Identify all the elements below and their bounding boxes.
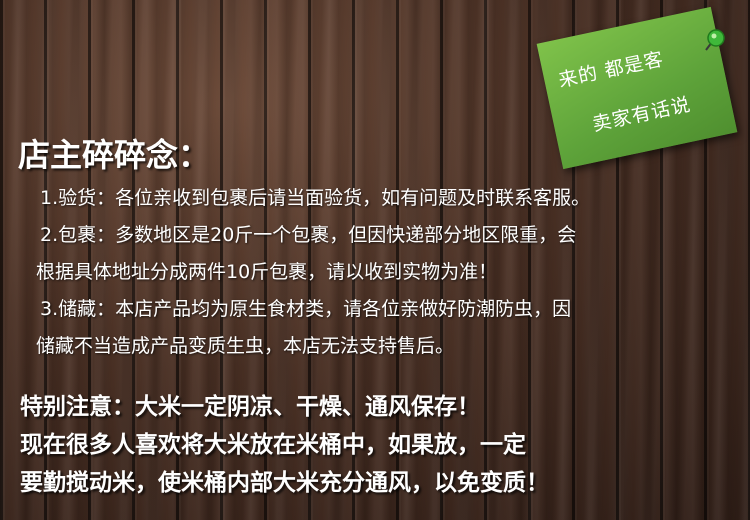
note-text-2: 卖家有话说 [590,93,693,136]
page-title: 店主碎碎念： [18,136,211,174]
rule-line: 2.包裹：多数地区是20斤一个包裹，但因快递部分地区限重，会 [40,224,577,246]
warning-line: 要勤搅动米，使米桶内部大米充分通风，以免变质！ [20,469,549,496]
rule-line: 3.储藏：本店产品均为原生食材类，请各位亲做好防潮防虫，因 [40,298,572,320]
warning-block: 特别注意：大米一定阴凉、干燥、通风保存！ 现在很多人喜欢将大米放在米桶中，如果放… [20,388,740,502]
warning-line: 现在很多人喜欢将大米放在米桶中，如果放，一定 [20,431,526,458]
rules-list: 1.验货：各位亲收到包裹后请当面验货，如有问题及时联系客服。 2.包裹：多数地区… [36,180,730,365]
pushpin-icon [705,29,725,51]
warning-line: 特别注意：大米一定阴凉、干燥、通风保存！ [20,393,480,420]
rule-line: 根据具体地址分成两件10斤包裹，请以收到实物为准！ [36,261,498,283]
note-text-1: 来的 都是客 [556,48,666,92]
rule-line: 储藏不当造成产品变质生虫，本店无法支持售后。 [36,335,455,357]
rule-line: 1.验货：各位亲收到包裹后请当面验货，如有问题及时联系客服。 [40,187,591,209]
